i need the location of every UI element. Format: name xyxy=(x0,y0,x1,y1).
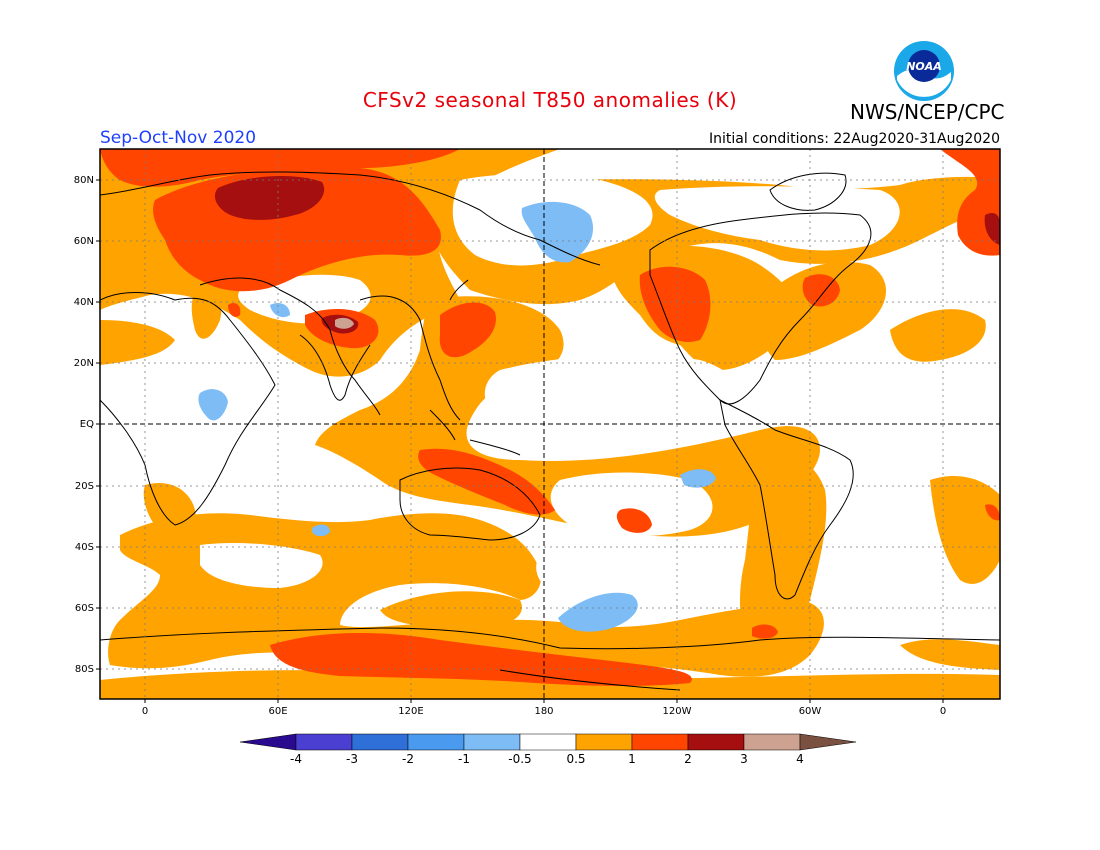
colorbar-swatch xyxy=(463,733,521,751)
lon-label: 60W xyxy=(799,706,822,717)
colorbar-swatch xyxy=(295,733,353,751)
colorbar-label: -3 xyxy=(346,752,358,766)
lat-label: 60N xyxy=(74,236,94,247)
colorbar-swatch xyxy=(351,733,409,751)
lon-label: 60E xyxy=(268,706,287,717)
lon-label: 120W xyxy=(663,706,692,717)
colorbar: -4 -3 -2 -1 -0.5 0.5 1 2 3 4 xyxy=(239,733,857,766)
lat-label: 20N xyxy=(74,358,94,369)
colorbar-label: -4 xyxy=(290,752,302,766)
lon-label: 180 xyxy=(534,706,553,717)
colorbar-lower-extension xyxy=(239,733,297,751)
lon-labels: 0 60E 120E 180 120W 60W 0 xyxy=(142,699,946,717)
colorbar-label: -2 xyxy=(402,752,414,766)
lat-label: 60S xyxy=(75,603,94,614)
lon-label: 120E xyxy=(398,706,423,717)
coastlines xyxy=(100,171,1000,691)
colorbar-swatch xyxy=(743,733,801,751)
lat-label: 20S xyxy=(75,481,94,492)
period-label: Sep-Oct-Nov 2020 xyxy=(100,128,257,148)
colorbar-label: 1 xyxy=(628,752,636,766)
init-conditions-label: Initial conditions: 22Aug2020-31Aug2020 xyxy=(709,131,1000,147)
lat-label: EQ xyxy=(80,419,94,430)
chart-title: CFSv2 seasonal T850 anomalies (K) xyxy=(362,88,738,112)
svg-text:NOAA: NOAA xyxy=(906,60,942,73)
colorbar-label: -0.5 xyxy=(508,752,531,766)
colorbar-label: 3 xyxy=(740,752,748,766)
colorbar-label: 0.5 xyxy=(566,752,585,766)
colorbar-label: 2 xyxy=(684,752,692,766)
colorbar-swatch xyxy=(687,733,745,751)
anomaly-3-4 xyxy=(335,317,354,329)
graticule xyxy=(100,149,1000,699)
anomaly-fields xyxy=(100,149,1000,699)
colorbar-upper-extension xyxy=(799,733,857,751)
org-label: NWS/NCEP/CPC xyxy=(850,100,1005,124)
lat-label: 80S xyxy=(75,664,94,675)
reference-lines xyxy=(100,149,1000,699)
colorbar-swatch xyxy=(407,733,465,751)
lat-labels: 80N 60N 40N 20N EQ 20S 40S 60S 80S xyxy=(74,175,100,675)
colorbar-swatch xyxy=(519,733,577,751)
anomaly-neg-0.5-1 xyxy=(198,201,716,632)
lat-label: 40S xyxy=(75,542,94,553)
lon-label: 0 xyxy=(940,706,946,717)
lon-label: 0 xyxy=(142,706,148,717)
lat-label: 80N xyxy=(74,175,94,186)
colorbar-label: 4 xyxy=(796,752,804,766)
colorbar-swatch xyxy=(631,733,689,751)
lat-label: 40N xyxy=(74,297,94,308)
noaa-logo-icon: NOAA xyxy=(894,41,954,101)
colorbar-swatch xyxy=(575,733,633,751)
colorbar-label: -1 xyxy=(458,752,470,766)
